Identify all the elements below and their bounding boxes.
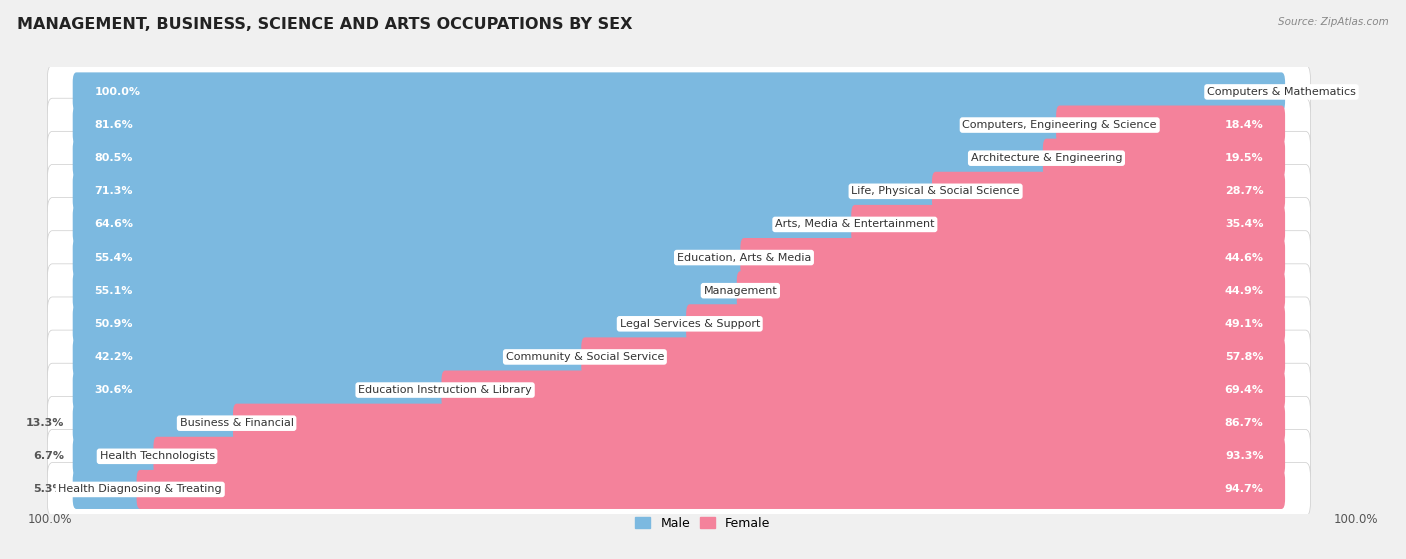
FancyBboxPatch shape — [73, 304, 693, 343]
Text: 19.5%: 19.5% — [1225, 153, 1264, 163]
Text: 30.6%: 30.6% — [94, 385, 134, 395]
Text: Legal Services & Support: Legal Services & Support — [620, 319, 759, 329]
Text: Computers & Mathematics: Computers & Mathematics — [1206, 87, 1355, 97]
FancyBboxPatch shape — [73, 470, 143, 509]
Text: 44.9%: 44.9% — [1225, 286, 1264, 296]
Text: 93.3%: 93.3% — [1225, 451, 1264, 461]
Text: Source: ZipAtlas.com: Source: ZipAtlas.com — [1278, 17, 1389, 27]
Text: 49.1%: 49.1% — [1225, 319, 1264, 329]
Text: Health Diagnosing & Treating: Health Diagnosing & Treating — [59, 485, 222, 495]
FancyBboxPatch shape — [48, 131, 1310, 185]
Legend: Male, Female: Male, Female — [630, 512, 776, 535]
Text: 55.1%: 55.1% — [94, 286, 132, 296]
Text: 71.3%: 71.3% — [94, 186, 134, 196]
Text: 6.7%: 6.7% — [34, 451, 65, 461]
Text: 64.6%: 64.6% — [94, 220, 134, 229]
Text: 80.5%: 80.5% — [94, 153, 132, 163]
Text: Computers, Engineering & Science: Computers, Engineering & Science — [963, 120, 1157, 130]
Text: 69.4%: 69.4% — [1225, 385, 1264, 395]
FancyBboxPatch shape — [73, 72, 1285, 111]
Text: 86.7%: 86.7% — [1225, 418, 1264, 428]
Text: 28.7%: 28.7% — [1225, 186, 1264, 196]
FancyBboxPatch shape — [73, 172, 939, 211]
Text: 100.0%: 100.0% — [94, 87, 141, 97]
Text: 5.3%: 5.3% — [34, 485, 65, 495]
Text: Architecture & Engineering: Architecture & Engineering — [970, 153, 1122, 163]
Text: Education Instruction & Library: Education Instruction & Library — [359, 385, 531, 395]
FancyBboxPatch shape — [48, 197, 1310, 251]
FancyBboxPatch shape — [73, 271, 744, 310]
FancyBboxPatch shape — [48, 429, 1310, 483]
Text: 35.4%: 35.4% — [1225, 220, 1264, 229]
Text: Health Technologists: Health Technologists — [100, 451, 215, 461]
FancyBboxPatch shape — [73, 106, 1063, 145]
Text: Arts, Media & Entertainment: Arts, Media & Entertainment — [775, 220, 935, 229]
Text: 0.0%: 0.0% — [1294, 87, 1324, 97]
FancyBboxPatch shape — [932, 172, 1285, 211]
FancyBboxPatch shape — [48, 463, 1310, 517]
FancyBboxPatch shape — [73, 404, 240, 443]
Text: Life, Physical & Social Science: Life, Physical & Social Science — [852, 186, 1019, 196]
FancyBboxPatch shape — [73, 437, 160, 476]
FancyBboxPatch shape — [73, 238, 748, 277]
FancyBboxPatch shape — [48, 363, 1310, 417]
Text: MANAGEMENT, BUSINESS, SCIENCE AND ARTS OCCUPATIONS BY SEX: MANAGEMENT, BUSINESS, SCIENCE AND ARTS O… — [17, 17, 633, 32]
FancyBboxPatch shape — [48, 297, 1310, 350]
FancyBboxPatch shape — [48, 65, 1310, 119]
Text: Business & Financial: Business & Financial — [180, 418, 294, 428]
Text: 55.4%: 55.4% — [94, 253, 134, 263]
Text: 100.0%: 100.0% — [1333, 513, 1378, 526]
FancyBboxPatch shape — [1043, 139, 1285, 178]
FancyBboxPatch shape — [48, 231, 1310, 285]
FancyBboxPatch shape — [48, 264, 1310, 318]
FancyBboxPatch shape — [48, 98, 1310, 152]
FancyBboxPatch shape — [136, 470, 1285, 509]
FancyBboxPatch shape — [686, 304, 1285, 343]
FancyBboxPatch shape — [73, 205, 859, 244]
Text: Management: Management — [703, 286, 778, 296]
FancyBboxPatch shape — [737, 271, 1285, 310]
Text: 94.7%: 94.7% — [1225, 485, 1264, 495]
FancyBboxPatch shape — [1056, 106, 1285, 145]
Text: 42.2%: 42.2% — [94, 352, 134, 362]
FancyBboxPatch shape — [441, 371, 1285, 410]
Text: 44.6%: 44.6% — [1225, 253, 1264, 263]
FancyBboxPatch shape — [48, 396, 1310, 450]
Text: 50.9%: 50.9% — [94, 319, 134, 329]
Text: 13.3%: 13.3% — [25, 418, 65, 428]
Text: 81.6%: 81.6% — [94, 120, 134, 130]
FancyBboxPatch shape — [153, 437, 1285, 476]
FancyBboxPatch shape — [233, 404, 1285, 443]
FancyBboxPatch shape — [73, 371, 449, 410]
FancyBboxPatch shape — [851, 205, 1285, 244]
FancyBboxPatch shape — [73, 139, 1050, 178]
Text: Education, Arts & Media: Education, Arts & Media — [676, 253, 811, 263]
Text: Community & Social Service: Community & Social Service — [506, 352, 664, 362]
Text: 57.8%: 57.8% — [1225, 352, 1264, 362]
Text: 18.4%: 18.4% — [1225, 120, 1264, 130]
FancyBboxPatch shape — [48, 330, 1310, 384]
FancyBboxPatch shape — [48, 164, 1310, 218]
FancyBboxPatch shape — [581, 338, 1285, 376]
Text: 100.0%: 100.0% — [28, 513, 73, 526]
FancyBboxPatch shape — [73, 338, 589, 376]
FancyBboxPatch shape — [741, 238, 1285, 277]
